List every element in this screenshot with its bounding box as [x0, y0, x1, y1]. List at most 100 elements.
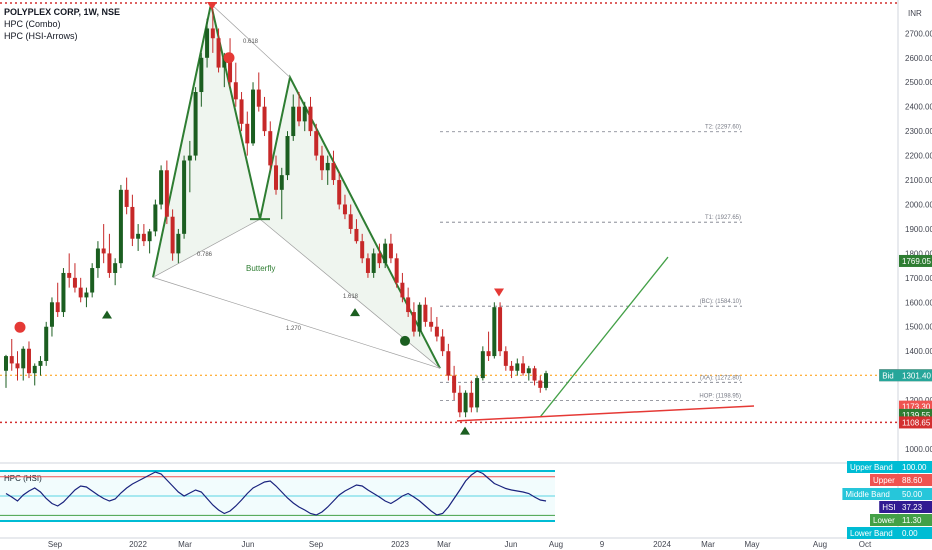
- candle-body: [130, 206, 135, 239]
- candle-body: [475, 378, 480, 408]
- y-tick-label: 1000.00: [905, 445, 932, 454]
- candle-body: [72, 277, 77, 288]
- level-label: (XA): (1272.80): [700, 375, 741, 381]
- candle-body: [38, 360, 43, 366]
- candle-body: [348, 214, 353, 229]
- candle-body: [411, 312, 416, 332]
- candle-body: [256, 89, 261, 107]
- x-tick-label: 9: [600, 540, 605, 549]
- candle-body: [228, 57, 233, 83]
- candle-body: [291, 106, 296, 137]
- candle-body: [9, 356, 14, 364]
- candle-body: [49, 302, 54, 327]
- tag-name: Upper Band: [850, 463, 893, 472]
- candle-body: [101, 248, 106, 254]
- candle-body: [205, 28, 210, 58]
- candle-body: [124, 189, 129, 207]
- candle-body: [538, 380, 543, 388]
- y-tick-label: 2700.00: [905, 29, 932, 38]
- candle-body: [526, 368, 531, 374]
- candle-body: [469, 392, 474, 408]
- candle-body: [90, 268, 95, 293]
- candle-body: [423, 304, 428, 322]
- price-tag: 1108.65: [899, 416, 932, 429]
- candle-body: [187, 155, 192, 161]
- y-tick-label: 2100.00: [905, 176, 932, 185]
- projection-line: [539, 256, 669, 418]
- candle-body: [61, 272, 66, 313]
- tag-value: 37.23: [902, 503, 923, 512]
- candle-body: [480, 351, 485, 379]
- candle-body: [285, 136, 290, 176]
- osc-tag: Middle Band 50.00: [842, 488, 932, 500]
- tag-name-box: [847, 461, 899, 473]
- level-label: HOP: (1198.95): [699, 393, 741, 399]
- candle-body: [84, 292, 89, 298]
- candle-body: [15, 363, 20, 369]
- candle-body: [319, 155, 324, 171]
- y-tick-label: 2200.00: [905, 152, 932, 161]
- candle-body: [365, 258, 370, 273]
- x-tick-label: 2024: [653, 540, 671, 549]
- candle-body: [486, 351, 491, 357]
- candle-body: [383, 243, 388, 264]
- tag-value: 88.60: [902, 476, 923, 485]
- candle-body: [216, 38, 221, 68]
- sell-signal-dot: [223, 52, 235, 64]
- symbol-title[interactable]: POLYPLEX CORP, 1W, NSE: [4, 7, 121, 17]
- candle-body: [113, 263, 118, 273]
- level-label: T1: (1927.65): [705, 215, 741, 221]
- sell-arrow-icon: [207, 2, 217, 10]
- tag-value-box: [899, 501, 932, 513]
- tag-value: 0.00: [902, 529, 918, 538]
- candle-body: [262, 106, 267, 132]
- tag-value-box: [899, 488, 932, 500]
- pattern-ratio-line: [210, 3, 291, 78]
- ratio-xab: 0.618: [243, 39, 259, 45]
- tag-name: Lower Band: [850, 529, 893, 538]
- candle-body: [325, 162, 330, 171]
- sell-signal-dot: [14, 321, 26, 333]
- candle-body: [118, 189, 123, 264]
- candle-body: [222, 57, 227, 68]
- candle-body: [314, 131, 319, 156]
- candle-body: [400, 282, 405, 298]
- candle-body: [141, 233, 146, 242]
- candle-body: [342, 204, 347, 215]
- candle-body: [429, 321, 434, 327]
- indicator-arrows-label[interactable]: HPC (HSI-Arrows): [4, 31, 78, 41]
- osc-tag: Lower 11.30: [870, 514, 932, 526]
- candle-body: [360, 241, 365, 259]
- currency-label: INR: [908, 9, 922, 18]
- osc-tag: Upper Band 100.00: [847, 461, 932, 473]
- x-tick-label: Mar: [178, 540, 192, 549]
- tag-value: 1108.65: [902, 418, 931, 427]
- candle-body: [452, 375, 457, 393]
- candle-body: [164, 170, 169, 217]
- y-tick-label: 2500.00: [905, 78, 932, 87]
- x-tick-label: Aug: [813, 540, 827, 549]
- candle-body: [544, 373, 549, 388]
- osc-tag: Lower Band 0.00: [847, 527, 932, 539]
- candle-body: [296, 106, 301, 122]
- y-tick-label: 2600.00: [905, 54, 932, 63]
- candle-body: [245, 123, 250, 144]
- candle-body: [308, 106, 313, 132]
- y-tick-label: 1500.00: [905, 323, 932, 332]
- tag-name: Upper: [873, 476, 895, 485]
- candle-body: [406, 297, 411, 313]
- buy-arrow-icon: [102, 310, 112, 319]
- oscillator-title[interactable]: HPC (HSI): [4, 474, 42, 483]
- y-tick-label: 1200.00: [905, 396, 932, 405]
- candle-body: [182, 160, 187, 234]
- candle-body: [251, 89, 256, 144]
- candle-body: [302, 106, 307, 122]
- candle-body: [136, 233, 141, 239]
- tag-value: 100.00: [902, 463, 927, 472]
- candle-body: [199, 57, 204, 93]
- indicator-combo-label[interactable]: HPC (Combo): [4, 19, 61, 29]
- tag-value-box: [899, 416, 932, 429]
- y-tick-label: 2400.00: [905, 103, 932, 112]
- candle-body: [274, 165, 279, 190]
